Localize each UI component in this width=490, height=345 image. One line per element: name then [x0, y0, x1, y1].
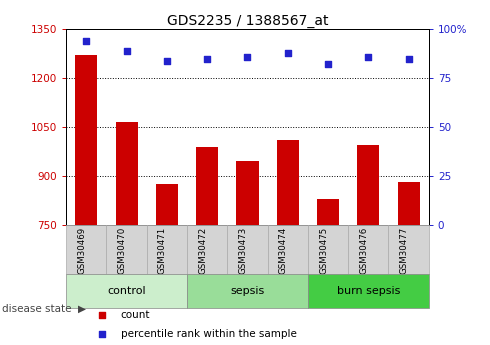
- Point: [365, 54, 372, 59]
- Title: GDS2235 / 1388567_at: GDS2235 / 1388567_at: [167, 14, 328, 28]
- Bar: [187, 225, 227, 274]
- Bar: [268, 225, 308, 274]
- Bar: [389, 225, 429, 274]
- Bar: [308, 274, 429, 308]
- Bar: [116, 122, 138, 225]
- Bar: [317, 199, 339, 225]
- Bar: [348, 225, 389, 274]
- Point: [122, 48, 130, 53]
- Text: GSM30470: GSM30470: [118, 227, 126, 274]
- Text: percentile rank within the sample: percentile rank within the sample: [121, 328, 296, 338]
- Bar: [236, 161, 259, 225]
- Bar: [106, 225, 147, 274]
- Bar: [357, 145, 379, 225]
- Bar: [147, 225, 187, 274]
- Bar: [277, 140, 299, 225]
- Point: [163, 58, 171, 63]
- Bar: [187, 274, 308, 308]
- Bar: [66, 225, 106, 274]
- Bar: [227, 225, 268, 274]
- Point: [284, 50, 292, 56]
- Bar: [397, 183, 419, 225]
- Text: GSM30476: GSM30476: [359, 227, 368, 274]
- Point: [405, 56, 413, 61]
- Bar: [196, 147, 218, 225]
- Bar: [75, 56, 98, 225]
- Text: count: count: [121, 309, 150, 319]
- Text: GSM30472: GSM30472: [198, 227, 207, 274]
- Point: [324, 62, 332, 67]
- Text: sepsis: sepsis: [230, 286, 265, 296]
- Text: GSM30474: GSM30474: [279, 227, 288, 274]
- Bar: [308, 225, 348, 274]
- Text: GSM30473: GSM30473: [239, 227, 247, 274]
- Text: GSM30471: GSM30471: [158, 227, 167, 274]
- Text: GSM30469: GSM30469: [77, 227, 86, 274]
- Point: [203, 56, 211, 61]
- Point: [82, 38, 90, 44]
- Text: control: control: [107, 286, 146, 296]
- Bar: [66, 274, 187, 308]
- Point: [244, 54, 251, 59]
- Text: burn sepsis: burn sepsis: [337, 286, 400, 296]
- Bar: [156, 184, 178, 225]
- Text: GSM30475: GSM30475: [319, 227, 328, 274]
- Text: disease state  ▶: disease state ▶: [2, 304, 86, 314]
- Text: GSM30477: GSM30477: [400, 227, 409, 274]
